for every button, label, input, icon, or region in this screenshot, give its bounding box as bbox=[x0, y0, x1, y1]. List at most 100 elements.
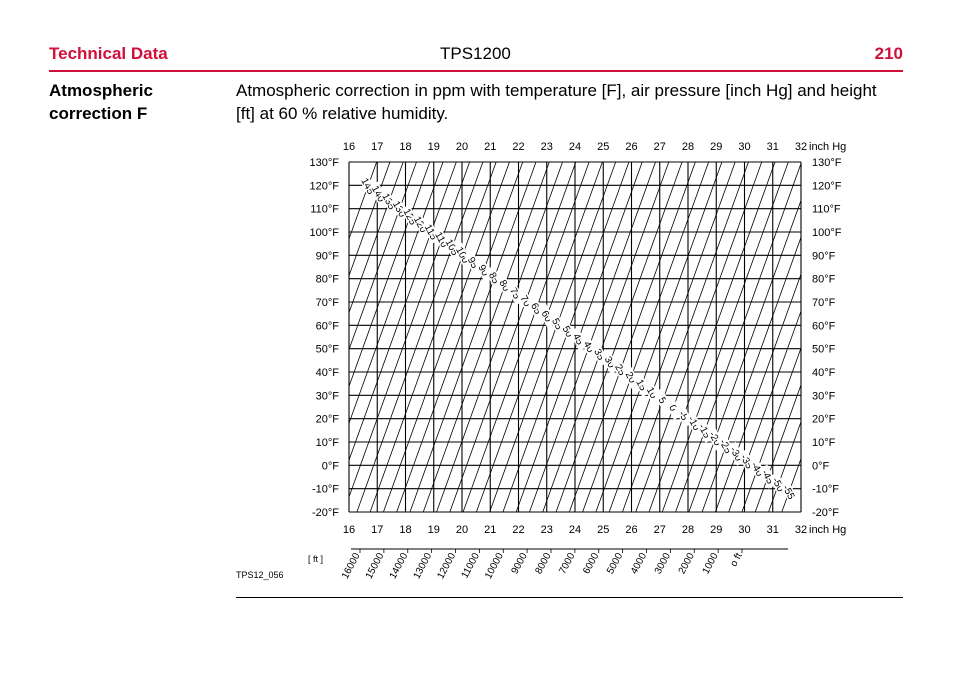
height-tick-label: 10000 bbox=[483, 551, 506, 581]
top-pressure-tick-label: 18 bbox=[399, 141, 411, 153]
top-pressure-tick-label: 19 bbox=[428, 141, 440, 153]
height-tick-label: 14000 bbox=[388, 551, 411, 581]
right-temperature-tick-label: 10°F bbox=[812, 437, 836, 449]
ppm-label: 55 bbox=[549, 317, 564, 332]
left-temperature-tick-label: 40°F bbox=[316, 367, 340, 379]
height-tick-label: 8000 bbox=[533, 551, 553, 576]
height-tick-label: 12000 bbox=[435, 551, 458, 581]
top-pressure-tick-label: 16 bbox=[343, 141, 355, 153]
top-pressure-tick-label: 23 bbox=[541, 141, 553, 153]
top-pressure-unit: inch Hg bbox=[809, 141, 846, 153]
bottom-pressure-tick-label: 28 bbox=[682, 524, 694, 536]
ppm-line bbox=[701, 236, 801, 512]
left-temperature-tick-label: 10°F bbox=[316, 437, 340, 449]
left-temperature-tick-label: -20°F bbox=[312, 507, 339, 519]
ppm-label: 60 bbox=[539, 309, 554, 324]
right-temperature-tick-label: 40°F bbox=[812, 367, 836, 379]
top-pressure-tick-label: 32 bbox=[795, 141, 807, 153]
top-pressure-tick-label: 21 bbox=[484, 141, 496, 153]
top-pressure-tick-label: 20 bbox=[456, 141, 468, 153]
ppm-line bbox=[349, 162, 417, 351]
right-temperature-tick-label: -20°F bbox=[812, 507, 839, 519]
left-temperature-tick-label: 90°F bbox=[316, 250, 340, 262]
ppm-label: 25 bbox=[612, 363, 627, 378]
ppm-line bbox=[675, 162, 801, 512]
height-tick-label: 16000 bbox=[340, 551, 363, 581]
ppm-line bbox=[741, 346, 801, 512]
bottom-pressure-tick-label: 26 bbox=[625, 524, 637, 536]
left-temperature-tick-label: 120°F bbox=[310, 180, 340, 192]
nomogram-labels: 16 16 17 17 18 18 19 19 20 20 21 21 22 22 23 23 24 24 25 25… bbox=[236, 141, 846, 581]
height-tick-label: 11000 bbox=[460, 551, 483, 580]
top-pressure-tick-label: 24 bbox=[569, 141, 581, 153]
figure-id: TPS12_056 bbox=[236, 570, 284, 580]
left-temperature-tick-label: 0°F bbox=[322, 460, 340, 472]
ppm-line bbox=[542, 162, 670, 512]
ppm-line bbox=[436, 162, 563, 512]
ppm-line bbox=[349, 162, 391, 277]
height-tick-label: 6000 bbox=[581, 551, 601, 576]
ppm-label: 95 bbox=[465, 255, 480, 270]
ppm-label: 0 bbox=[666, 403, 679, 413]
ppm-line bbox=[396, 162, 524, 512]
ppm-label: 5 bbox=[656, 396, 669, 406]
right-temperature-tick-label: 90°F bbox=[812, 250, 836, 262]
ppm-label: 10 bbox=[644, 386, 659, 401]
right-temperature-tick-label: 20°F bbox=[812, 414, 836, 426]
height-tick-label: 13000 bbox=[412, 551, 435, 581]
ppm-line bbox=[356, 162, 484, 512]
ppm-line bbox=[369, 162, 497, 512]
left-temperature-tick-label: 60°F bbox=[316, 320, 340, 332]
bottom-pressure-tick-label: 19 bbox=[428, 524, 440, 536]
ppm-line bbox=[661, 162, 789, 512]
ppm-line bbox=[768, 420, 801, 512]
right-temperature-tick-label: 130°F bbox=[812, 157, 842, 169]
nomogram-grid bbox=[348, 161, 802, 553]
ppm-line bbox=[568, 162, 696, 512]
product-name: TPS1200 bbox=[440, 44, 511, 63]
left-temperature-tick-label: 20°F bbox=[316, 414, 340, 426]
height-tick-label: 7000 bbox=[557, 551, 577, 576]
ppm-line bbox=[462, 162, 590, 512]
bottom-pressure-tick-label: 24 bbox=[569, 524, 581, 536]
top-pressure-tick-label: 26 bbox=[625, 141, 637, 153]
ppm-line bbox=[349, 162, 404, 314]
bottom-pressure-tick-label: 22 bbox=[512, 524, 524, 536]
right-temperature-tick-label: 120°F bbox=[812, 180, 842, 192]
ppm-line bbox=[476, 162, 603, 512]
ppm-line bbox=[635, 162, 763, 512]
ppm-label: 50 bbox=[560, 324, 575, 339]
right-temperature-tick-label: 30°F bbox=[812, 390, 836, 402]
side-heading: Atmospheric correction F bbox=[49, 81, 153, 123]
ppm-line bbox=[349, 162, 457, 462]
bottom-pressure-tick-label: 25 bbox=[597, 524, 609, 536]
bottom-pressure-tick-label: 20 bbox=[456, 524, 468, 536]
ppm-line bbox=[555, 162, 683, 512]
height-tick-label: 4000 bbox=[629, 551, 649, 576]
ppm-line bbox=[754, 383, 801, 512]
ppm-line bbox=[422, 162, 550, 512]
bottom-pressure-tick-label: 18 bbox=[399, 524, 411, 536]
ppm-label: 65 bbox=[528, 301, 543, 316]
right-temperature-tick-label: 50°F bbox=[812, 344, 836, 356]
ppm-line bbox=[409, 162, 537, 512]
header-rule bbox=[49, 70, 903, 72]
section-title: Technical Data bbox=[49, 44, 168, 63]
bottom-pressure-unit: inch Hg bbox=[809, 524, 846, 536]
ppm-label-backing bbox=[779, 479, 799, 505]
top-pressure-tick-label: 28 bbox=[682, 141, 694, 153]
ppm-line bbox=[489, 162, 617, 512]
left-temperature-tick-label: 110°F bbox=[310, 204, 339, 216]
ppm-label: 80 bbox=[496, 278, 511, 293]
top-pressure-tick-label: 17 bbox=[371, 141, 383, 153]
bottom-pressure-tick-label: 16 bbox=[343, 524, 355, 536]
height-tick-label: o ft bbox=[728, 551, 744, 569]
intro-paragraph: Atmospheric correction in ppm with tempe… bbox=[236, 81, 877, 123]
height-tick-label: 2000 bbox=[677, 551, 697, 576]
bottom-pressure-tick-label: 17 bbox=[371, 524, 383, 536]
ppm-label: 15 bbox=[633, 378, 648, 393]
top-pressure-tick-label: 27 bbox=[654, 141, 666, 153]
bottom-pressure-tick-label: 31 bbox=[767, 524, 779, 536]
footer-rule bbox=[236, 597, 903, 598]
